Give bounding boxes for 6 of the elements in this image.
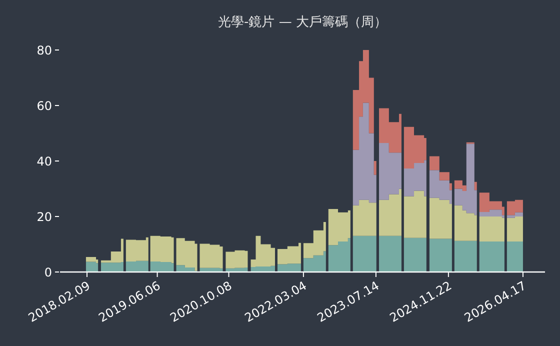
y-tick-label: 80 <box>36 44 52 58</box>
y-tick-label: 0 <box>44 266 52 280</box>
chart-title: 光學-鏡片 — 大戶籌碼（周） <box>218 15 387 30</box>
y-tick-label: 40 <box>36 154 52 168</box>
y-tick-label: 20 <box>36 210 52 224</box>
y-tick-label: 60 <box>36 99 52 113</box>
